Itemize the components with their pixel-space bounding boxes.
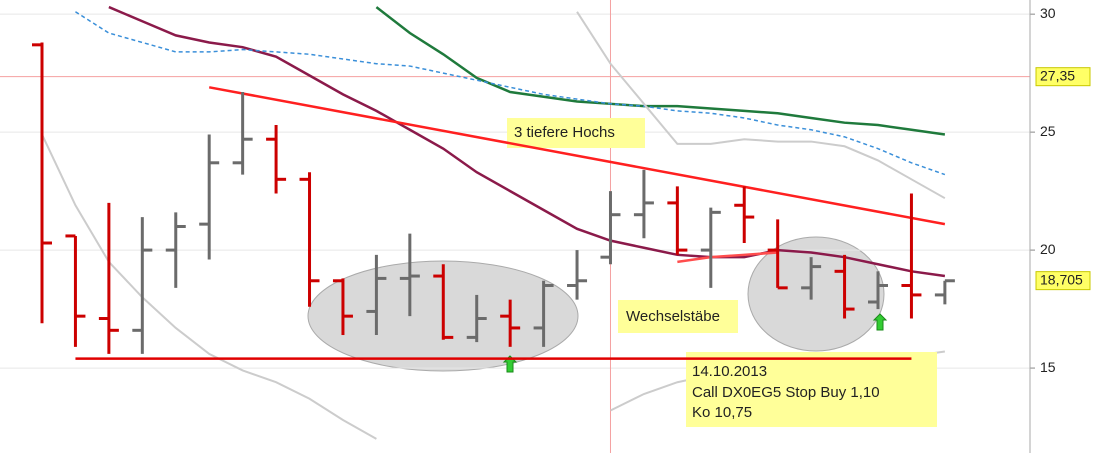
trend-line — [208, 86, 946, 226]
indicator-line — [108, 5, 946, 278]
price-tag — [1035, 67, 1091, 87]
buy-arrow — [872, 313, 888, 331]
y-tick-label: 15 — [1040, 359, 1056, 375]
y-tick-label: 30 — [1040, 5, 1056, 21]
y-tick-label: 20 — [1040, 241, 1056, 257]
annotation: Call DX0EG5 Stop Buy 1,10 — [692, 384, 880, 401]
annotation: Wechselstäbe — [626, 308, 720, 325]
highlight-ellipse — [747, 236, 885, 352]
note-box — [507, 118, 645, 148]
indicator-line — [375, 6, 946, 136]
annotation: 14.10.2013 — [692, 363, 767, 380]
annotation: 3 tiefere Hochs — [514, 124, 615, 141]
note-box — [618, 300, 738, 333]
y-tick-label: 25 — [1040, 123, 1056, 139]
price-label: 18,705 — [1040, 271, 1083, 287]
price-label: 27,35 — [1040, 67, 1075, 83]
note-box — [686, 352, 937, 427]
price-tag — [1035, 271, 1091, 291]
annotation: Ko 10,75 — [692, 404, 752, 421]
indicator-line — [677, 251, 778, 264]
buy-arrow — [502, 355, 518, 373]
indicator-line — [576, 11, 946, 200]
